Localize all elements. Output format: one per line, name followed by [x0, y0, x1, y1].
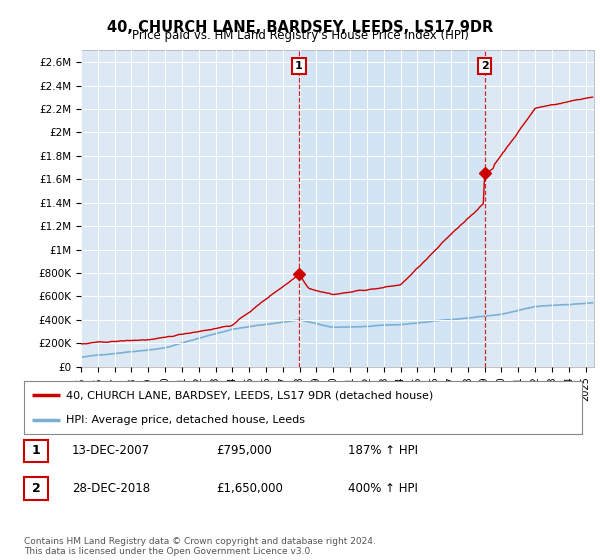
Text: £1,650,000: £1,650,000 — [216, 482, 283, 495]
Text: HPI: Average price, detached house, Leeds: HPI: Average price, detached house, Leed… — [66, 414, 305, 424]
Text: 40, CHURCH LANE, BARDSEY, LEEDS, LS17 9DR (detached house): 40, CHURCH LANE, BARDSEY, LEEDS, LS17 9D… — [66, 390, 433, 400]
Text: Contains HM Land Registry data © Crown copyright and database right 2024.
This d: Contains HM Land Registry data © Crown c… — [24, 536, 376, 556]
Text: 187% ↑ HPI: 187% ↑ HPI — [348, 444, 418, 458]
Text: 40, CHURCH LANE, BARDSEY, LEEDS, LS17 9DR: 40, CHURCH LANE, BARDSEY, LEEDS, LS17 9D… — [107, 20, 493, 35]
Text: 28-DEC-2018: 28-DEC-2018 — [72, 482, 150, 495]
Text: 2: 2 — [481, 61, 488, 71]
Text: 13-DEC-2007: 13-DEC-2007 — [72, 444, 150, 458]
Text: 1: 1 — [295, 61, 303, 71]
Text: 400% ↑ HPI: 400% ↑ HPI — [348, 482, 418, 495]
Text: £795,000: £795,000 — [216, 444, 272, 458]
Text: 2: 2 — [32, 482, 40, 495]
Bar — [299, 50, 485, 367]
Text: 1: 1 — [32, 444, 40, 458]
Text: Price paid vs. HM Land Registry's House Price Index (HPI): Price paid vs. HM Land Registry's House … — [131, 29, 469, 42]
